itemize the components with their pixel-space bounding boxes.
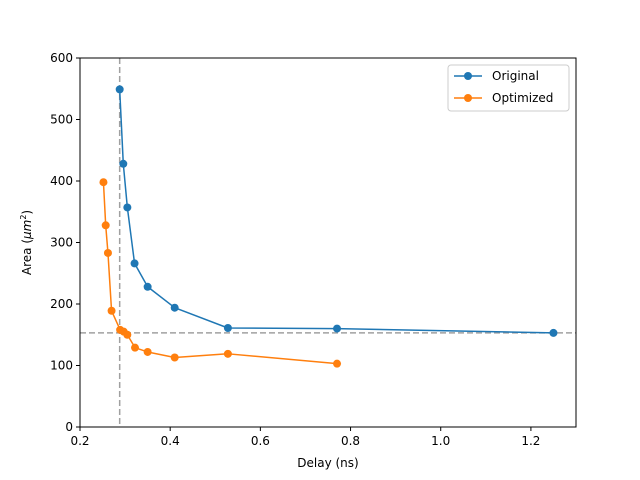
x-tick-label: 0.6 — [251, 434, 270, 448]
x-tick-label: 1.2 — [521, 434, 540, 448]
legend-entry-optimized: Optimized — [454, 91, 553, 105]
legend: Original Optimized — [447, 64, 570, 112]
y-tick-label: 600 — [50, 51, 73, 65]
data-point-original — [333, 324, 342, 333]
data-point-optimized — [223, 349, 232, 358]
data-point-optimized — [333, 359, 342, 368]
legend-label-optimized: Optimized — [492, 91, 553, 105]
y-tick-label: 500 — [50, 113, 73, 127]
y-tick-label: 100 — [50, 359, 73, 373]
data-point-original — [119, 159, 128, 168]
data-point-optimized — [107, 306, 116, 315]
y-tick-label: 0 — [65, 420, 73, 434]
x-axis-ticks: 0.2 0.4 0.6 0.8 1.0 1.2 — [70, 427, 540, 448]
y-tick-label: 200 — [50, 297, 73, 311]
y-tick-label: 400 — [50, 174, 73, 188]
legend-entry-original: Original — [454, 69, 539, 83]
data-point-optimized — [101, 221, 110, 230]
data-point-original — [223, 323, 232, 332]
x-tick-label: 1.0 — [431, 434, 450, 448]
series-layer — [99, 85, 558, 368]
legend-label-original: Original — [492, 69, 539, 83]
x-tick-label: 0.8 — [341, 434, 360, 448]
data-point-optimized — [170, 353, 179, 362]
x-axis-label: Delay (ns) — [297, 456, 358, 470]
legend-marker-optimized — [464, 94, 472, 102]
data-point-optimized — [131, 343, 140, 352]
data-point-optimized — [123, 330, 132, 339]
data-point-original — [123, 203, 132, 212]
data-point-optimized — [103, 248, 112, 257]
y-axis-label: Area (μm2) — [19, 210, 34, 275]
series-original — [115, 85, 558, 337]
data-point-optimized — [143, 347, 152, 356]
reference-lines — [80, 58, 576, 427]
data-point-optimized — [99, 178, 108, 187]
x-tick-label: 0.2 — [70, 434, 89, 448]
legend-marker-original — [464, 72, 472, 80]
series-optimized — [99, 178, 342, 368]
data-point-original — [170, 303, 179, 312]
y-axis-ticks: 0 100 200 300 400 500 600 — [50, 51, 80, 434]
data-point-original — [143, 282, 152, 291]
data-point-original — [549, 328, 558, 337]
plot-area — [80, 58, 576, 427]
y-tick-label: 300 — [50, 236, 73, 250]
x-tick-label: 0.4 — [161, 434, 180, 448]
data-point-original — [130, 259, 139, 268]
data-point-original — [115, 85, 124, 94]
